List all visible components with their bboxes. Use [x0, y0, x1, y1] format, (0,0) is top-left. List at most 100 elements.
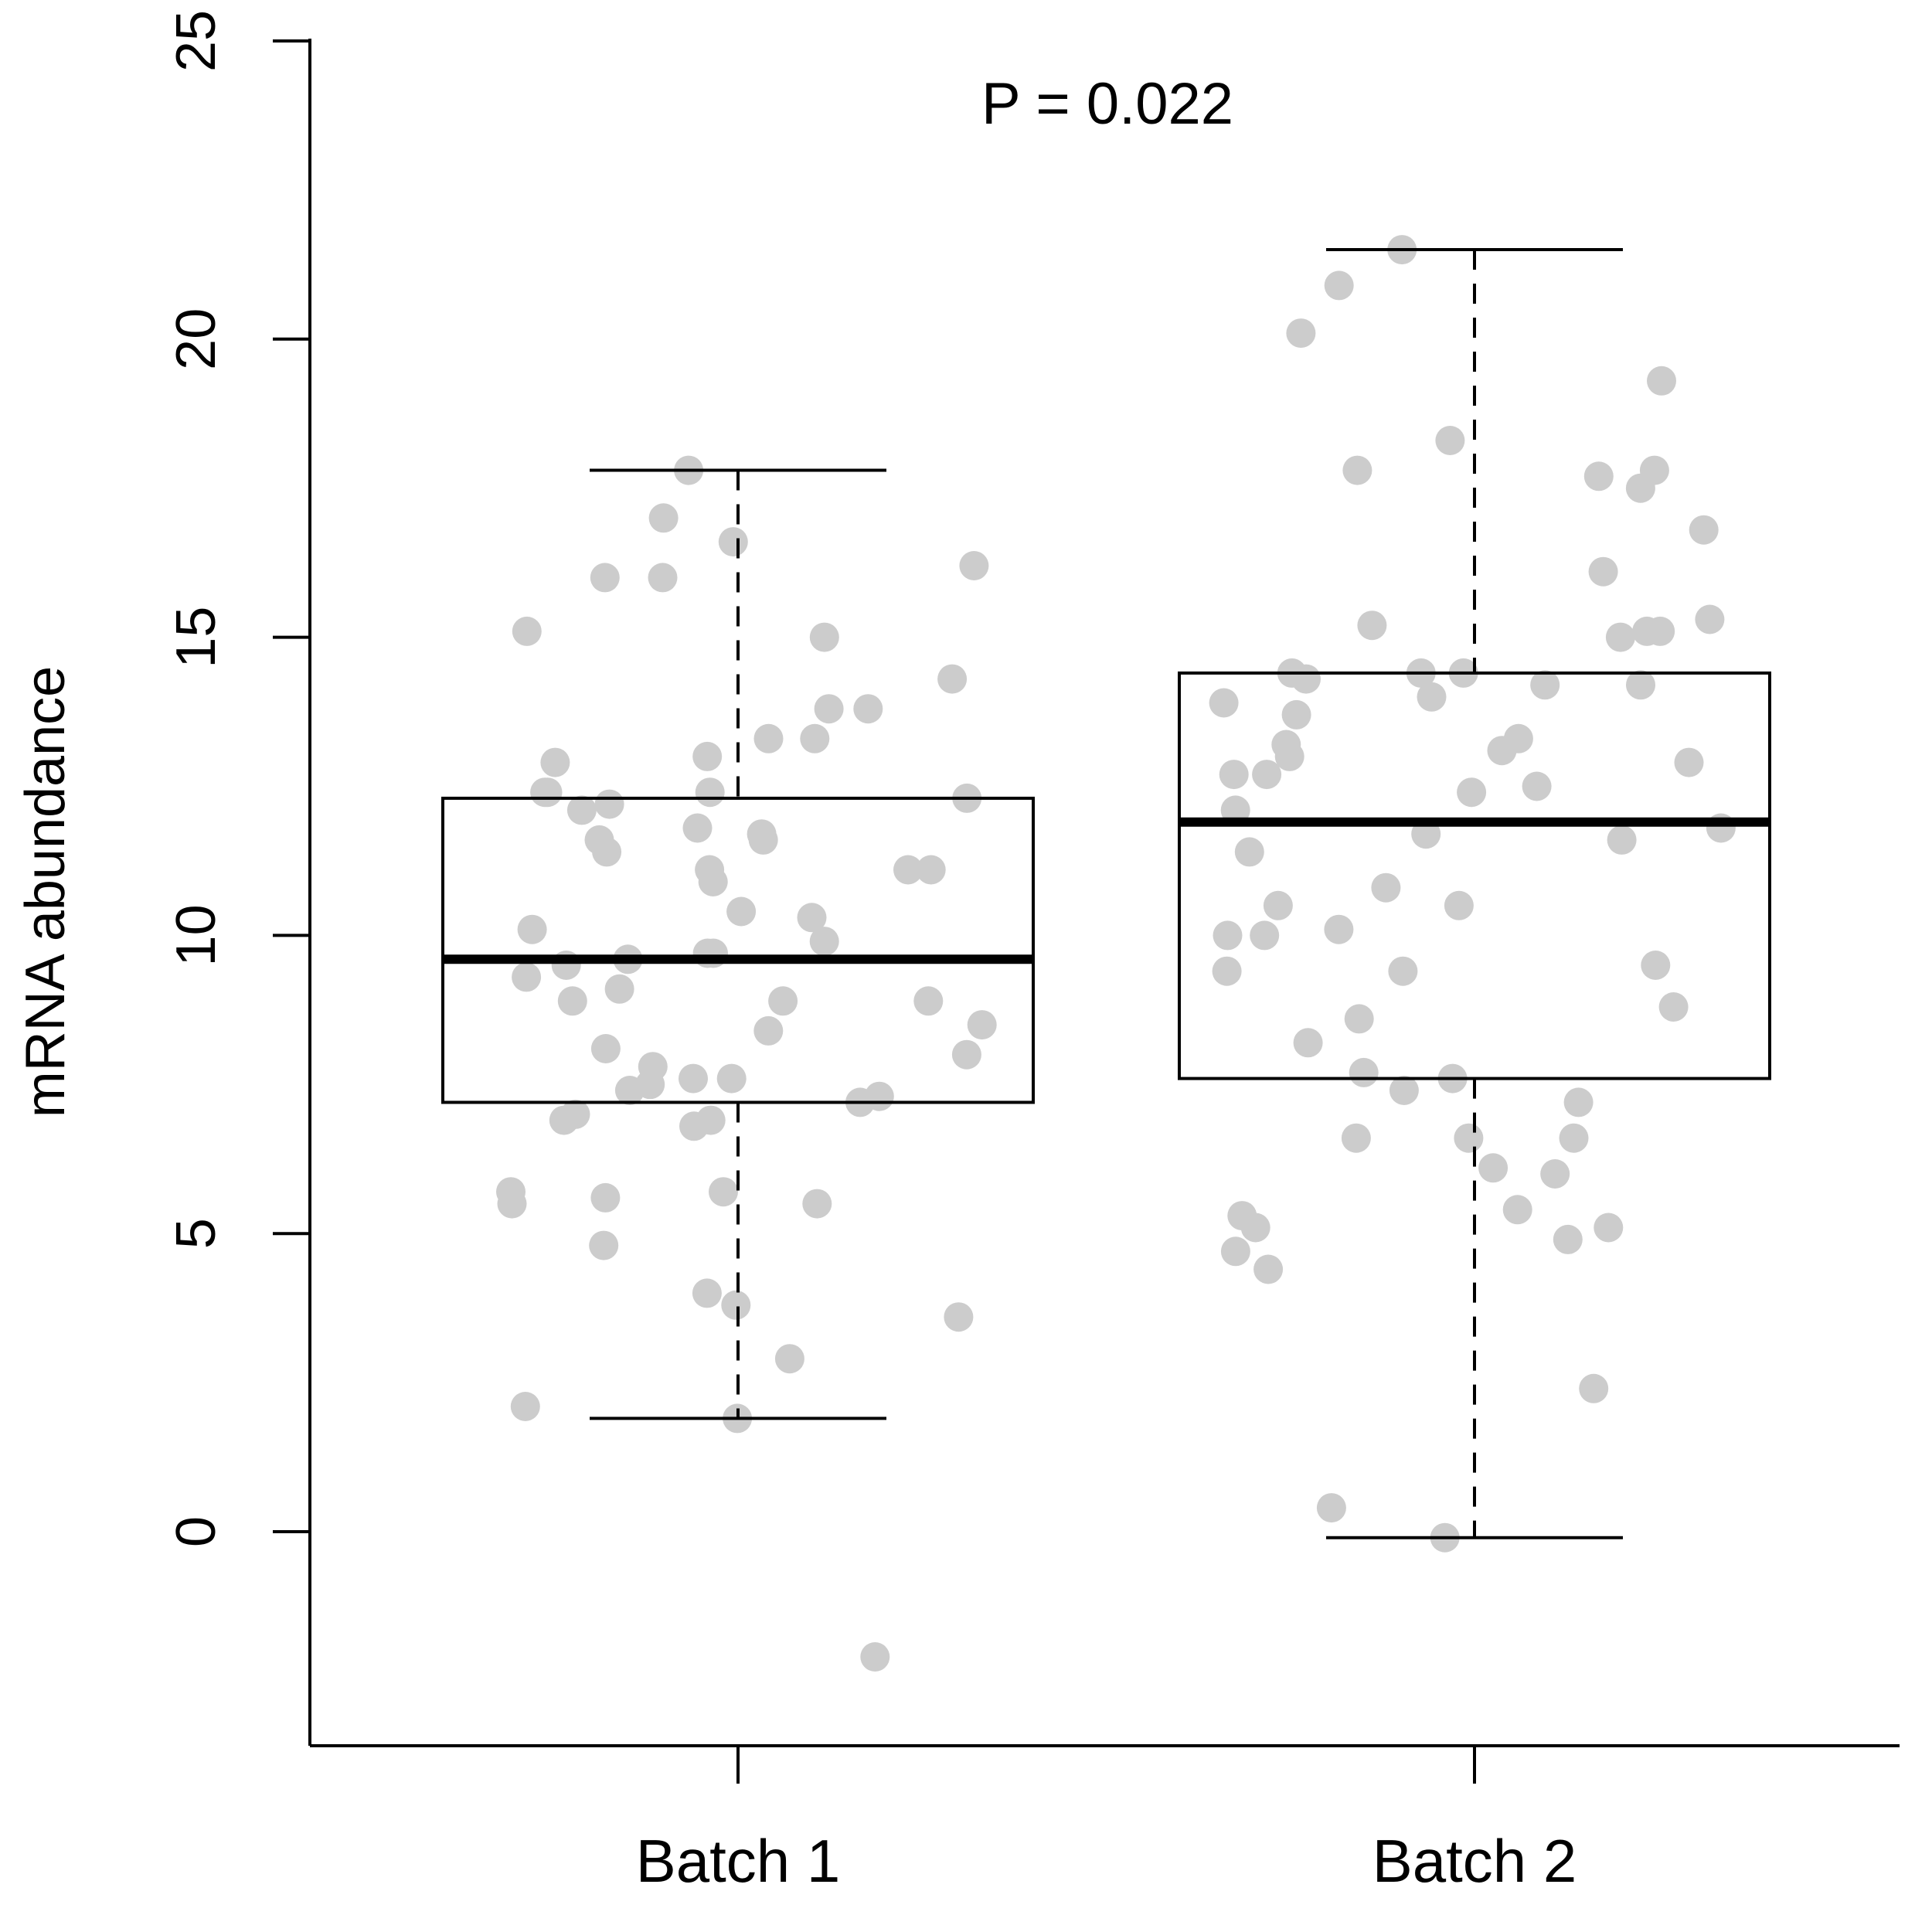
data-point	[1647, 366, 1676, 396]
boxes	[441, 248, 1771, 1539]
data-point	[1553, 1224, 1583, 1254]
iqr-box	[441, 796, 1035, 1104]
data-point	[692, 1278, 722, 1308]
data-point	[584, 825, 614, 855]
data-point	[1502, 1195, 1532, 1225]
data-point	[512, 962, 542, 992]
y-ticks: 0 5 10 15 20 25	[165, 10, 310, 1547]
data-point	[967, 1010, 997, 1040]
data-point	[1530, 670, 1560, 700]
data-point	[937, 664, 968, 694]
data-point	[1286, 318, 1316, 349]
data-point	[1605, 622, 1635, 652]
data-point	[532, 777, 563, 808]
data-point	[1607, 825, 1637, 855]
data-point	[1219, 760, 1249, 790]
y-tick-label: 25	[165, 10, 227, 72]
data-point	[679, 1111, 709, 1141]
data-point	[1293, 1028, 1323, 1058]
data-point	[1625, 473, 1655, 503]
data-point	[517, 914, 547, 944]
data-point	[1457, 777, 1487, 808]
data-point	[1341, 1123, 1371, 1153]
data-point	[1594, 1213, 1624, 1243]
data-point	[1324, 914, 1354, 944]
y-tick-label: 0	[165, 1516, 227, 1547]
data-point	[589, 1230, 619, 1260]
data-point	[594, 789, 624, 819]
data-point	[1357, 611, 1387, 641]
data-point	[557, 986, 587, 1016]
data-point	[496, 1177, 526, 1207]
data-point	[1503, 723, 1533, 753]
data-point	[1626, 670, 1655, 700]
data-point	[800, 723, 830, 753]
data-point	[944, 1302, 974, 1332]
data-point	[648, 503, 679, 533]
data-point	[1478, 1153, 1509, 1183]
data-point	[604, 974, 634, 1004]
data-point	[916, 855, 946, 885]
y-tick-label: 5	[165, 1218, 227, 1249]
data-point	[1540, 1159, 1570, 1189]
iqr-box	[1178, 671, 1771, 1080]
data-point	[753, 723, 784, 753]
data-point	[1389, 1076, 1419, 1105]
data-point	[590, 1034, 621, 1063]
data-point	[1316, 1493, 1346, 1523]
data-point	[1209, 688, 1239, 718]
data-point	[774, 1344, 804, 1374]
data-point	[590, 1182, 621, 1213]
data-point	[814, 694, 844, 724]
data-point	[512, 616, 542, 646]
data-point	[860, 1642, 890, 1672]
data-point	[1641, 951, 1671, 980]
data-point	[1291, 664, 1321, 694]
data-point	[1658, 992, 1689, 1022]
data-point	[718, 527, 748, 557]
data-point	[1388, 956, 1418, 986]
data-point	[802, 1189, 832, 1219]
data-point	[893, 855, 923, 885]
data-point	[695, 777, 725, 808]
x-tick-label: Batch 2	[1372, 1827, 1577, 1895]
data-point	[1444, 890, 1474, 920]
data-point	[1632, 616, 1662, 646]
data-point	[566, 795, 597, 825]
data-point	[1588, 556, 1618, 587]
data-point	[1234, 837, 1264, 867]
data-point	[1240, 1213, 1270, 1243]
data-point	[1695, 604, 1725, 634]
axes	[308, 39, 1900, 1747]
data-point	[1271, 730, 1301, 760]
data-point	[1263, 890, 1293, 920]
data-point	[1344, 1004, 1374, 1034]
data-point	[1324, 270, 1354, 301]
data-point	[797, 903, 827, 933]
data-point	[1674, 747, 1704, 777]
data-points	[496, 235, 1736, 1672]
data-point	[1435, 426, 1465, 455]
data-point	[1454, 1123, 1484, 1153]
data-point	[679, 1063, 708, 1094]
data-point	[1563, 1087, 1594, 1117]
data-point	[510, 1392, 540, 1421]
y-axis-title: mRNA abundance	[15, 666, 77, 1117]
y-tick-label: 20	[165, 308, 227, 370]
data-point	[726, 896, 757, 927]
data-point	[721, 1290, 751, 1320]
y-tick-label: 15	[165, 607, 227, 668]
data-point	[809, 622, 839, 652]
data-point	[648, 563, 678, 593]
data-point	[747, 819, 777, 849]
data-point	[1252, 760, 1282, 790]
data-point	[1220, 1236, 1250, 1267]
data-point	[1212, 956, 1242, 986]
data-point	[1253, 1254, 1284, 1284]
data-point	[853, 694, 883, 724]
data-point	[1342, 455, 1372, 485]
data-point	[1250, 920, 1280, 951]
data-point	[753, 1015, 784, 1046]
data-point	[635, 1070, 665, 1100]
